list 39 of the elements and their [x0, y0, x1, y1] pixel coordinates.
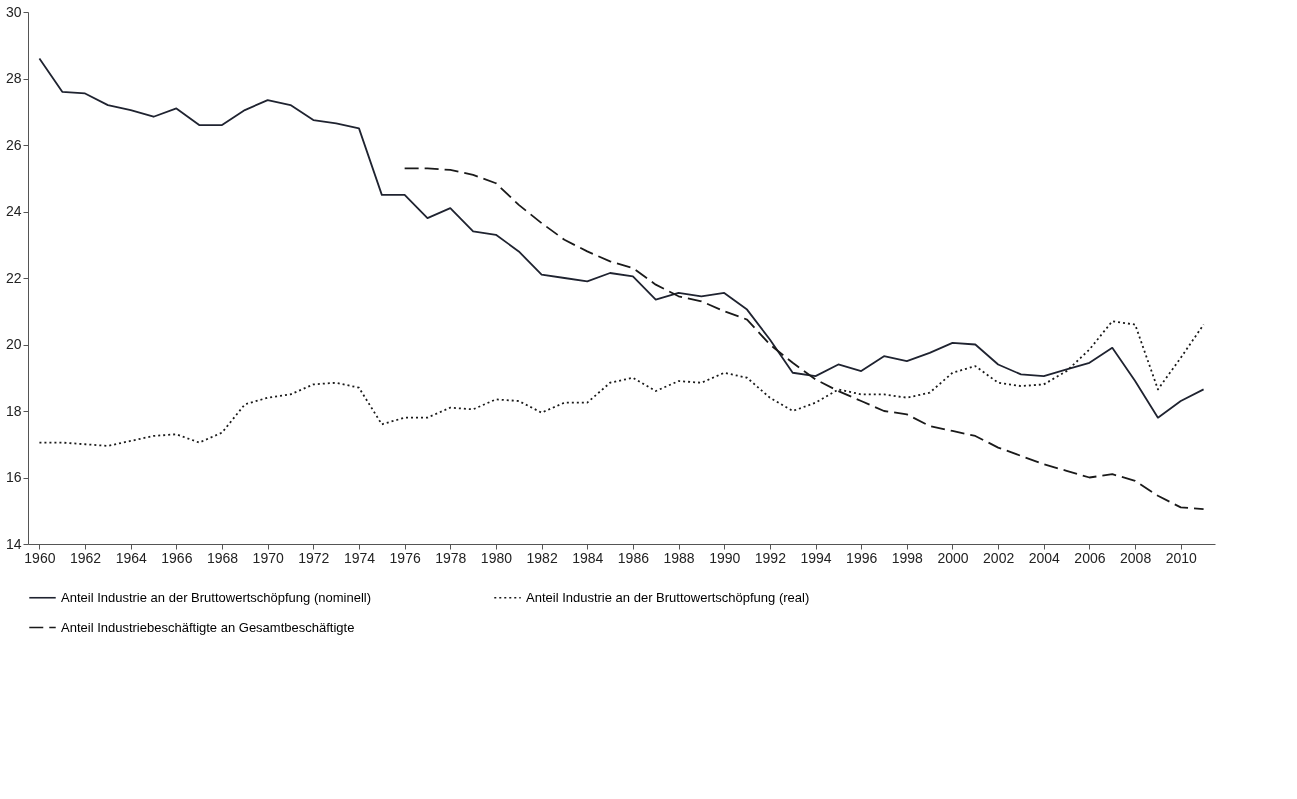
x-tick-label: 1994	[800, 549, 832, 566]
y-tick-label: 26	[5, 136, 22, 153]
line-series	[38, 57, 1205, 419]
x-tick-label: 1982	[526, 549, 558, 566]
x-tick-label: 2002	[983, 549, 1015, 566]
legend-label: Anteil Industrie an der Bruttowertschöpfung (real)	[526, 589, 810, 605]
x-tick-label: 1974	[343, 549, 376, 566]
y-tick-label: 24	[5, 203, 22, 219]
x-tick-label: 1980	[480, 549, 513, 566]
x-tick-label: 2000	[937, 549, 969, 566]
x-tick-label: 1978	[435, 549, 467, 566]
x-tick-label: 1960	[24, 549, 56, 566]
x-tick-label: 1968	[206, 549, 239, 566]
y-tick-label: 20	[5, 336, 22, 352]
x-tick-label: 1992	[754, 549, 787, 566]
legend-label: Anteil Industrie an der Bruttowertschöpfung (nominell)	[61, 589, 371, 605]
x-tick-label: 1962	[69, 549, 102, 566]
x-tick-label: 1990	[709, 549, 741, 566]
x-tick-label: 1972	[298, 549, 330, 566]
x-tick-label: 1976	[389, 549, 421, 566]
x-tick-label: 2006	[1074, 549, 1106, 566]
x-tick-label: 2010	[1165, 549, 1198, 566]
x-tick-label: 1988	[663, 549, 695, 566]
y-tick-label: 28	[5, 70, 22, 86]
y-tick-label: 16	[5, 469, 22, 485]
y-tick-label: 30	[5, 3, 22, 20]
legend-label: Anteil Industriebeschäftigte an Gesamtbeschäftigte	[61, 619, 355, 635]
y-tick-label: 22	[5, 269, 22, 286]
x-tick-label: 1986	[617, 549, 650, 566]
x-tick-label: 1998	[891, 549, 924, 566]
x-tick-label: 1964	[115, 549, 147, 566]
x-tick-label: 1966	[161, 549, 193, 566]
y-tick-label: 14	[5, 535, 22, 552]
x-tick-label: 2008	[1120, 549, 1152, 566]
x-tick-label: 1984	[572, 549, 604, 566]
y-tick-label: 18	[5, 402, 22, 419]
x-tick-label: 1970	[252, 549, 284, 566]
x-tick-label: 1996	[846, 549, 878, 566]
x-tick-label: 2004	[1028, 549, 1061, 566]
